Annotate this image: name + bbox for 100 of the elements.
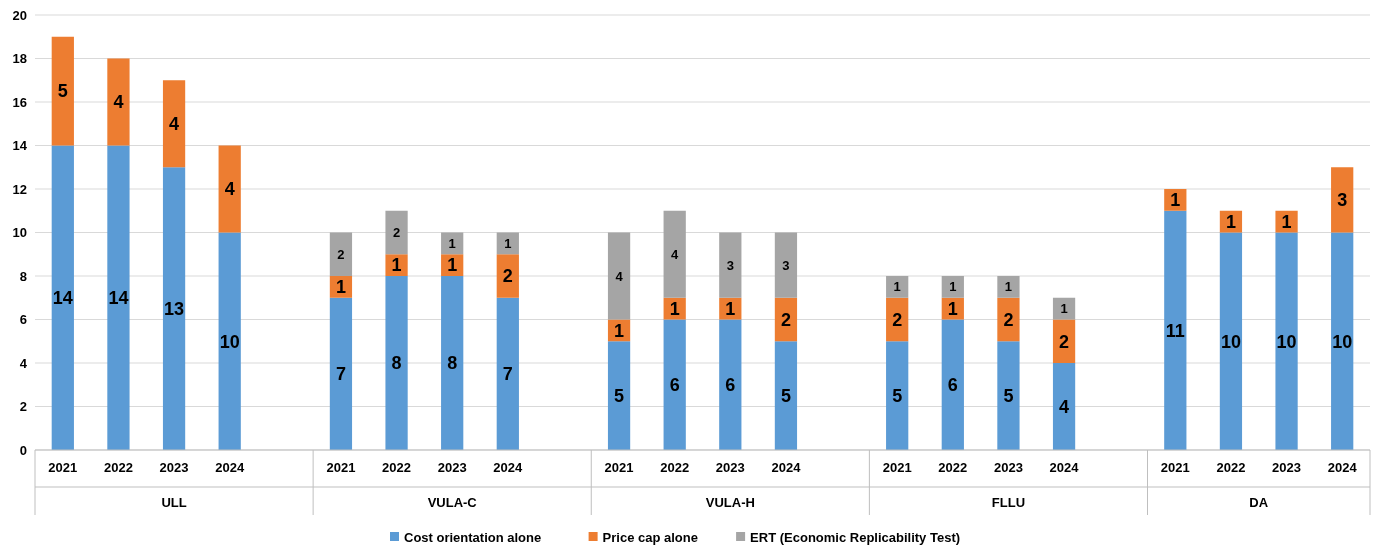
data-label: 4 — [113, 92, 124, 113]
data-label: 4 — [1059, 396, 1070, 417]
data-label: 5 — [57, 81, 68, 102]
data-label: 1 — [947, 298, 958, 319]
legend-label: Cost orientation alone — [404, 529, 542, 545]
x-tick-label: 2023 — [159, 460, 189, 475]
data-label: 1 — [391, 255, 402, 276]
data-label: 4 — [671, 246, 680, 262]
y-tick-label: 12 — [12, 181, 27, 197]
y-tick-label: 14 — [12, 138, 28, 154]
x-tick-label: 2024 — [1327, 460, 1358, 475]
bar — [1331, 232, 1354, 450]
bar — [719, 232, 742, 298]
bar — [1219, 232, 1243, 450]
y-tick-label: 0 — [19, 442, 27, 458]
x-tick-label: 2024 — [771, 460, 802, 475]
y-tick-label: 8 — [19, 268, 27, 284]
data-label: 1 — [1225, 211, 1236, 232]
data-label: 2 — [1059, 331, 1070, 352]
y-tick-label: 16 — [12, 94, 27, 110]
data-label: 3 — [1337, 190, 1348, 211]
legend-label: ERT (Economic Replicability Test) — [750, 529, 961, 545]
data-label: 1 — [1281, 211, 1292, 232]
data-label: 3 — [782, 257, 790, 273]
data-label: 1 — [447, 255, 458, 276]
x-tick-label: 2022 — [1216, 460, 1246, 475]
bar — [886, 341, 909, 450]
data-label: 7 — [335, 364, 346, 385]
data-label: 4 — [224, 179, 235, 200]
bar — [886, 276, 909, 298]
bar — [774, 232, 798, 298]
data-label: 14 — [108, 288, 129, 309]
data-label: 5 — [780, 385, 791, 406]
data-label: 10 — [1276, 331, 1297, 352]
data-label: 1 — [725, 298, 736, 319]
bar — [162, 80, 186, 168]
y-tick-label: 2 — [19, 399, 27, 415]
data-label: 6 — [669, 375, 680, 396]
x-tick-label: 2021 — [1160, 460, 1190, 475]
bar — [1052, 363, 1076, 450]
x-tick-label: 2022 — [103, 460, 133, 475]
data-label: 2 — [337, 246, 345, 262]
x-tick-label: 2021 — [48, 460, 78, 475]
data-label: 2 — [1003, 309, 1014, 330]
bar — [107, 58, 130, 146]
text: FLLU — [991, 495, 1026, 510]
bar — [329, 232, 353, 276]
bar — [218, 145, 241, 233]
data-label: 10 — [219, 331, 240, 352]
bar — [663, 210, 686, 298]
bar — [51, 145, 74, 450]
data-label: 7 — [502, 364, 513, 385]
bar — [607, 232, 631, 320]
x-tick-label: 2023 — [1272, 460, 1302, 475]
data-label: 11 — [1165, 320, 1185, 341]
bar — [1052, 297, 1076, 320]
data-label: 1 — [1060, 301, 1068, 317]
data-label: 10 — [1220, 331, 1241, 352]
bar — [162, 167, 186, 450]
y-tick-label: 4 — [19, 355, 28, 371]
bar — [997, 276, 1020, 298]
y-tick-label: 20 — [12, 7, 27, 23]
x-tick-label: 2024 — [493, 460, 524, 475]
x-tick-label: 2022 — [382, 460, 412, 475]
data-label: 1 — [669, 298, 680, 319]
y-tick-label: 10 — [12, 225, 27, 241]
data-label: 5 — [1003, 385, 1014, 406]
data-label: 1 — [1004, 279, 1013, 295]
data-label: 13 — [164, 298, 185, 319]
x-tick-label: 2022 — [938, 460, 968, 475]
bar — [496, 297, 519, 450]
data-label: 4 — [615, 268, 624, 284]
data-label: 6 — [725, 375, 736, 396]
bar — [441, 276, 464, 450]
data-label: 14 — [52, 288, 73, 309]
bar — [774, 341, 798, 450]
text: VULA-C — [427, 495, 478, 510]
bar — [51, 36, 74, 146]
data-label: 5 — [892, 385, 903, 406]
data-label: 1 — [504, 235, 512, 251]
data-label: 10 — [1332, 331, 1353, 352]
data-label: 1 — [614, 320, 625, 341]
data-label: 2 — [780, 309, 791, 330]
text: ULL — [161, 495, 187, 510]
data-label: 8 — [391, 353, 402, 374]
x-tick-label: 2024 — [215, 460, 245, 475]
text: VULA-H — [705, 495, 755, 510]
x-tick-label: 2023 — [437, 460, 467, 475]
bar — [218, 232, 241, 450]
bar — [719, 319, 742, 450]
y-tick-label: 18 — [12, 51, 27, 67]
data-label: 5 — [614, 385, 625, 406]
x-tick-label: 2022 — [660, 460, 690, 475]
data-label: 1 — [335, 277, 346, 298]
x-tick-label: 2024 — [1049, 460, 1080, 475]
x-tick-label: 2023 — [715, 460, 745, 475]
data-label: 1 — [448, 235, 456, 251]
data-label: 2 — [392, 225, 401, 241]
data-label: 8 — [447, 353, 458, 374]
bar — [997, 297, 1020, 342]
